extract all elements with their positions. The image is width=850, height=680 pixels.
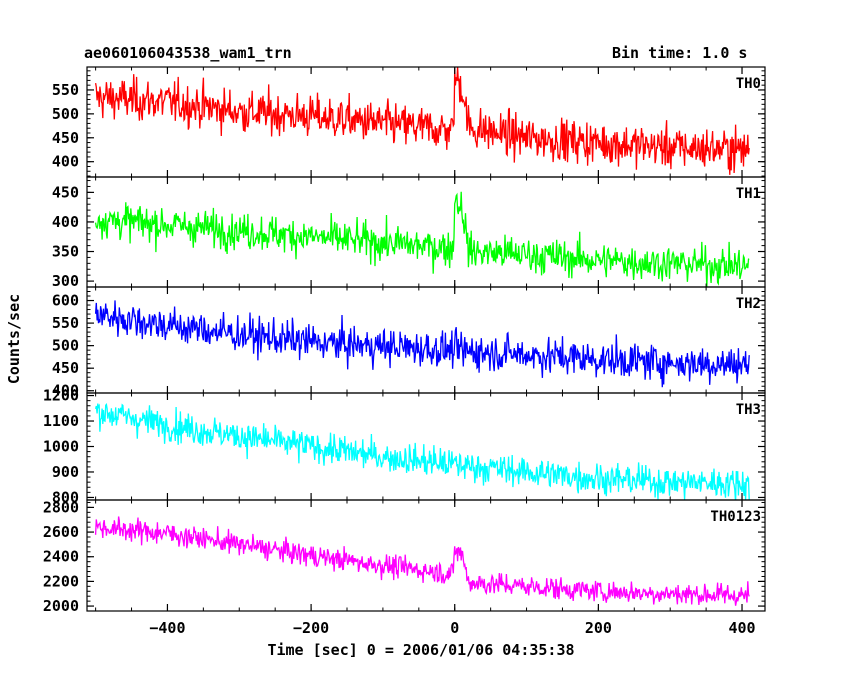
y-tick-label: 500 bbox=[52, 337, 79, 355]
series-line-th0 bbox=[94, 67, 750, 175]
y-tick-label: 400 bbox=[52, 153, 79, 171]
series-line-th2 bbox=[94, 300, 750, 388]
bin-time-label: Bin time: 1.0 s bbox=[612, 44, 748, 62]
panel-frame-th0123 bbox=[86, 499, 766, 612]
y-tick-label: 600 bbox=[52, 292, 79, 310]
plot-title: ae060106043538_wam1_trn bbox=[84, 44, 292, 62]
panel-label-th1: TH1 bbox=[736, 186, 761, 202]
panel-label-th3: TH3 bbox=[736, 402, 761, 418]
x-tick-label: 0 bbox=[450, 619, 459, 637]
series-line-th3 bbox=[94, 402, 750, 500]
y-tick-label: 500 bbox=[52, 105, 79, 123]
y-tick-label: 2600 bbox=[43, 523, 79, 541]
y-tick-label: 400 bbox=[52, 382, 79, 400]
panel-label-th0: TH0 bbox=[736, 76, 761, 92]
y-tick-label: 550 bbox=[52, 314, 79, 332]
x-axis-label: Time [sec] 0 = 2006/01/06 04:35:38 bbox=[267, 641, 574, 659]
series-line-th1 bbox=[94, 191, 750, 287]
x-tick-label: 200 bbox=[585, 619, 612, 637]
y-tick-label: 550 bbox=[52, 81, 79, 99]
series-line-th0123 bbox=[94, 516, 750, 606]
y-tick-label: 350 bbox=[52, 243, 79, 261]
y-tick-label: 1100 bbox=[43, 412, 79, 430]
y-tick-label: 1200 bbox=[43, 387, 79, 405]
y-tick-label: 450 bbox=[52, 359, 79, 377]
y-tick-label: 300 bbox=[52, 272, 79, 290]
y-tick-label: 450 bbox=[52, 183, 79, 201]
x-tick-label: −200 bbox=[293, 619, 329, 637]
y-tick-label: 900 bbox=[52, 463, 79, 481]
y-tick-label: 1000 bbox=[43, 438, 79, 456]
y-tick-label: 2800 bbox=[43, 498, 79, 516]
x-tick-label: 400 bbox=[728, 619, 755, 637]
y-axis-label: Counts/sec bbox=[5, 294, 23, 384]
y-tick-label: 400 bbox=[52, 213, 79, 231]
panel-label-th0123: TH0123 bbox=[710, 509, 761, 525]
x-tick-label: −400 bbox=[149, 619, 185, 637]
y-tick-label: 2200 bbox=[43, 572, 79, 590]
y-tick-label: 450 bbox=[52, 129, 79, 147]
panel-label-th2: TH2 bbox=[736, 296, 761, 312]
y-tick-label: 800 bbox=[52, 488, 79, 506]
y-tick-label: 2400 bbox=[43, 548, 79, 566]
y-tick-label: 2000 bbox=[43, 597, 79, 615]
